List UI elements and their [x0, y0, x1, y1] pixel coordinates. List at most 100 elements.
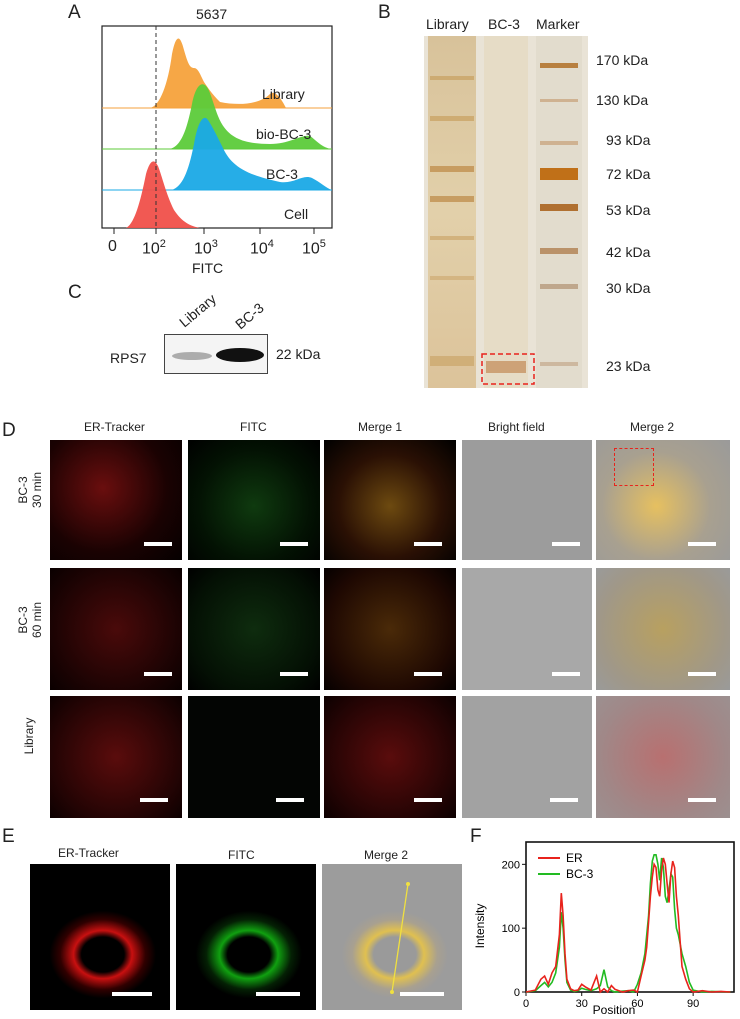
d-r3-fitc — [188, 696, 320, 818]
series-line-bc-3 — [525, 854, 731, 993]
tick-0: 0 — [108, 238, 117, 255]
track-label-bc3: BC-3 — [266, 166, 298, 182]
plot-frame — [525, 841, 735, 993]
col-merge1: Merge 1 — [358, 420, 403, 434]
e-col-er-tracker: ER-Tracker — [58, 846, 119, 860]
row-label-bc3-60: BC-3 60 min — [16, 601, 44, 639]
marker-30: 30 kDa — [606, 280, 651, 296]
d-r1-brightfield — [462, 440, 592, 560]
y-tick-label: 200 — [502, 859, 520, 871]
col-merge2: Merge 2 — [630, 420, 675, 434]
wb-lane-bc3: BC-3 — [232, 299, 267, 333]
bc3-histogram — [102, 117, 332, 190]
col-er-tracker: ER-Tracker — [84, 420, 145, 434]
scale-bar — [276, 798, 304, 802]
d-r3-er — [50, 696, 182, 818]
panel-d-label: D — [2, 420, 16, 441]
d-r2-fitc — [188, 568, 320, 690]
marker-93: 93 kDa — [606, 132, 651, 148]
wb-lane-library: Library — [176, 290, 220, 331]
scale-bar — [400, 992, 444, 996]
d-r2-brightfield — [462, 568, 592, 690]
scale-bar — [552, 672, 580, 676]
legend-label: ER — [566, 851, 583, 865]
scale-bar — [550, 798, 578, 802]
d-r3-merge2 — [596, 696, 730, 818]
panel-a-xlabel: FITC — [192, 260, 224, 276]
wb-protein-label: RPS7 — [110, 350, 147, 366]
panel-a-histogram — [101, 25, 333, 234]
e-merge2-image — [322, 864, 462, 1010]
scale-bar — [280, 542, 308, 546]
y-tick-label: 100 — [502, 923, 520, 935]
gel-lane-bc3: BC-3 — [488, 16, 520, 32]
bio-bc3-histogram — [102, 84, 332, 149]
cell-histogram — [102, 161, 200, 228]
marker-72: 72 kDa — [606, 166, 651, 182]
x-tick-label: 30 — [576, 998, 588, 1010]
marker-42: 42 kDa — [606, 244, 651, 260]
d-r2-merge1 — [324, 568, 456, 690]
panel-a-label: A — [68, 2, 81, 23]
marker-170: 170 kDa — [596, 52, 649, 68]
track-label-bio-bc3: bio-BC-3 — [256, 126, 312, 142]
col-fitc: FITC — [240, 420, 267, 434]
gel-lane-library: Library — [426, 16, 469, 32]
y-tick-label: 0 — [514, 987, 520, 999]
scale-bar — [144, 672, 172, 676]
line-profile-path — [390, 882, 410, 994]
d-r1-merge2 — [596, 440, 730, 560]
panel-c-label: C — [68, 282, 82, 303]
tick-1e2: 102 — [142, 238, 166, 258]
scale-bar — [552, 542, 580, 546]
d-r1-roi-box — [614, 448, 654, 486]
scale-bar — [688, 542, 716, 546]
marker-130: 130 kDa — [596, 92, 649, 108]
d-r2-merge2 — [596, 568, 730, 690]
d-r2-er — [50, 568, 182, 690]
d-r1-merge1 — [324, 440, 456, 560]
e-fitc-image — [176, 864, 316, 1010]
panel-a-title: 5637 — [196, 6, 228, 22]
tick-1e4: 104 — [250, 238, 274, 258]
col-bright-field: Bright field — [488, 420, 545, 434]
e-col-merge2: Merge 2 — [364, 848, 409, 862]
x-tick-label: 60 — [631, 998, 643, 1010]
scale-bar — [144, 542, 172, 546]
scale-bar — [140, 798, 168, 802]
gel-lane-marker: Marker — [536, 16, 580, 32]
scale-bar — [688, 672, 716, 676]
x-tick-label: 90 — [687, 998, 699, 1010]
x-axis-label: Position — [593, 1003, 636, 1016]
panel-e-label: E — [2, 826, 15, 847]
d-r1-er — [50, 440, 182, 560]
wb-size-label: 22 kDa — [276, 346, 321, 362]
e-col-fitc: FITC — [228, 848, 255, 862]
scale-bar — [414, 798, 442, 802]
marker-23: 23 kDa — [606, 358, 651, 374]
silver-stain-gel — [424, 36, 588, 388]
scale-bar — [112, 992, 152, 996]
row-label-library: Library — [22, 717, 36, 755]
panel-f-label: F — [470, 826, 482, 847]
scale-bar — [280, 672, 308, 676]
row-label-bc3-30: BC-3 30 min — [16, 471, 44, 509]
d-r3-brightfield — [462, 696, 592, 818]
series-line-er — [525, 857, 731, 994]
panel-b-label: B — [378, 2, 391, 23]
track-label-cell: Cell — [284, 206, 309, 222]
intensity-profile-chart: Intensity Position 0 30 60 90 0 100 200 ER BC-3 — [473, 841, 735, 1016]
scale-bar — [256, 992, 300, 996]
scale-bar — [414, 542, 442, 546]
track-label-library: Library — [262, 86, 305, 102]
x-tick-label: 0 — [523, 998, 529, 1010]
d-r3-merge1 — [324, 696, 456, 818]
marker-53: 53 kDa — [606, 202, 651, 218]
e-er-image — [30, 864, 170, 1010]
tick-1e3: 103 — [194, 238, 218, 258]
scale-bar — [688, 798, 716, 802]
y-axis-label: Intensity — [473, 904, 487, 949]
western-blot — [164, 334, 268, 374]
d-r1-fitc — [188, 440, 320, 560]
legend-label: BC-3 — [566, 867, 594, 881]
